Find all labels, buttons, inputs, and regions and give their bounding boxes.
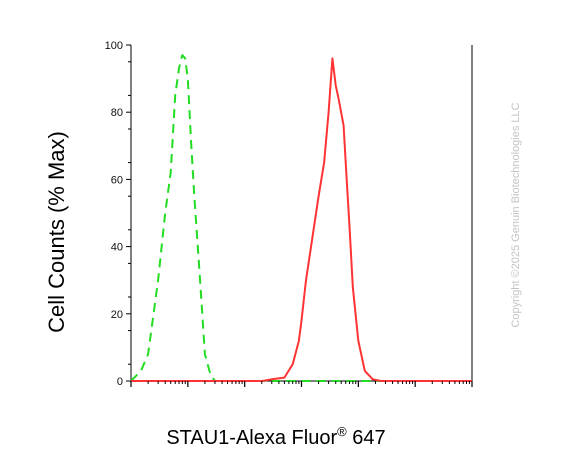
- axes: [130, 45, 473, 382]
- y-tick-label: 40: [111, 242, 123, 254]
- copyright-watermark: Copyright ©2025 Genuin Biotechnologies L…: [510, 102, 522, 327]
- x-axis-title-suffix: 647: [347, 427, 386, 449]
- histogram-series-1: [130, 54, 472, 382]
- axis-frame: [130, 45, 473, 382]
- y-tick-label: 20: [111, 309, 123, 321]
- y-tick-label: 0: [117, 376, 123, 388]
- y-tick-label: 80: [111, 107, 123, 119]
- series-layer: [130, 54, 472, 382]
- y-axis-title: Cell Counts (% Max): [44, 131, 69, 333]
- y-tick-label: 100: [105, 40, 123, 52]
- y-axis-ticks: 0 20 40 60 80 100: [105, 40, 131, 388]
- x-axis-ticks: [130, 381, 473, 387]
- x-axis-title-main: STAU1-Alexa Fluor: [166, 427, 337, 449]
- y-tick-label: 60: [111, 174, 123, 186]
- x-axis-title-superscript: ®: [337, 424, 347, 439]
- x-axis-title: STAU1-Alexa Fluor® 647: [166, 424, 385, 449]
- histogram-series-2: [131, 57, 472, 382]
